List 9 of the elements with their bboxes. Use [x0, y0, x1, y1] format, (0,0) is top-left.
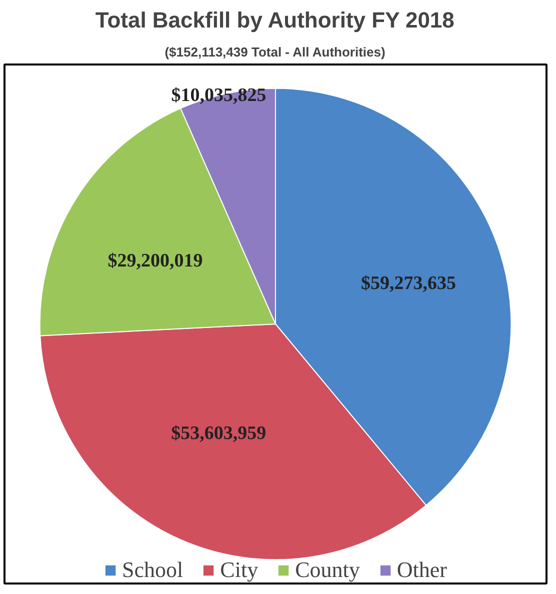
legend-label: Other: [396, 557, 447, 583]
legend-label: County: [295, 557, 360, 583]
data-label: $53,603,959: [171, 423, 266, 444]
chart-title: Total Backfill by Authority FY 2018: [95, 8, 454, 32]
legend-label: City: [220, 557, 258, 583]
chart-subtitle: ($152,113,439 Total - All Authorities): [164, 44, 386, 60]
legend-label: School: [122, 557, 184, 583]
data-label: $29,200,019: [108, 250, 203, 272]
data-label: $59,273,635: [360, 272, 456, 294]
